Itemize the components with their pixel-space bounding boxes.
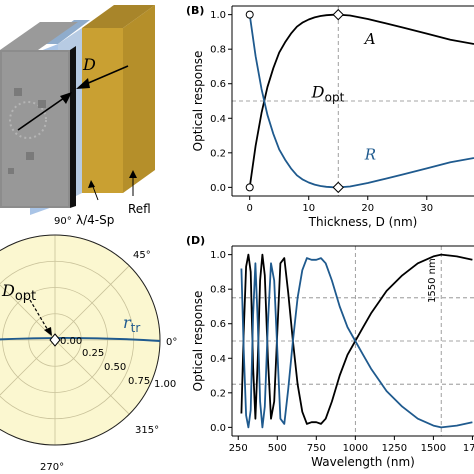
device-illustration: D λ/4-Sp Refl	[0, 5, 155, 227]
polar-dopt-marker	[49, 333, 61, 347]
thickness-arrow-right	[85, 65, 129, 85]
panel-label-d: (D)	[186, 234, 205, 247]
material-pattern-square	[26, 152, 34, 160]
x-tick-label: 750	[307, 443, 326, 454]
data-marker	[332, 8, 344, 21]
polar-plot: 90° 45° 0° 315° 270° 0.00 0.25 0.50 0.75…	[0, 216, 177, 473]
thickness-label: D	[82, 55, 96, 74]
data-marker	[245, 10, 254, 19]
wavelength-annotation: 1550 nm	[427, 258, 438, 303]
polar-angle-label: 90°	[54, 216, 72, 227]
polar-radial-label: 0.75	[128, 376, 150, 387]
y-tick-label: 0.4	[210, 354, 226, 365]
y-tick-label: 0.6	[210, 319, 226, 330]
x-axis-label: Wavelength (nm)	[311, 455, 415, 469]
thickness-arrow-left	[17, 97, 65, 131]
y-tick-label: 0.2	[210, 148, 226, 159]
series-line-1	[240, 257, 473, 429]
series-line-1	[248, 14, 474, 189]
spacer-label: λ/4-Sp	[76, 213, 114, 227]
polar-grid-spoke	[0, 284, 56, 341]
series-line-0	[240, 253, 473, 425]
arrowhead-icon	[60, 92, 72, 104]
dopt-annotation-sub: opt	[325, 91, 345, 105]
arrowhead-icon	[44, 327, 52, 336]
x-tick-label: 10	[302, 203, 315, 214]
reflector-side	[123, 5, 155, 193]
y-tick-label: 0.0	[210, 423, 226, 434]
x-tick-label: 0	[247, 203, 253, 214]
material-top	[0, 22, 78, 50]
y-axis-label: Optical response	[191, 291, 205, 392]
series-label-r: R	[364, 146, 376, 164]
reflector-front	[82, 28, 123, 193]
y-tick-label: 0.4	[210, 114, 226, 125]
x-tick-label: 175	[463, 443, 474, 454]
polar-dopt-arrow	[29, 299, 50, 333]
material-pattern-square	[8, 168, 14, 174]
arrowhead-icon	[129, 170, 137, 178]
y-tick-label: 0.6	[210, 79, 226, 90]
polar-angle-label: 315°	[135, 425, 159, 436]
y-tick-label: 1.0	[210, 250, 226, 261]
polar-radial-label: 1.00	[154, 379, 176, 390]
absorber-layer	[70, 46, 76, 208]
series-line-0	[248, 13, 474, 188]
polar-radial-label: 0.50	[104, 362, 126, 373]
arrowhead-icon	[88, 180, 95, 188]
y-tick-label: 0.8	[210, 285, 226, 296]
reflector-top	[82, 5, 155, 28]
x-axis-label: Thickness, D (nm)	[308, 215, 418, 229]
y-axis-label: Optical response	[191, 51, 205, 152]
polar-angle-label: 0°	[166, 337, 177, 348]
data-marker	[245, 183, 254, 192]
material-texture	[2, 52, 68, 206]
x-tick-label: 1250	[382, 443, 407, 454]
y-tick-label: 0.0	[210, 183, 226, 194]
polar-angle-label: 270°	[40, 462, 64, 473]
polar-grid-spoke	[0, 339, 56, 396]
polar-grid-spoke	[54, 265, 130, 341]
material-pattern-square	[14, 88, 22, 96]
polar-angle-label: 45°	[133, 250, 151, 261]
chart-wavelength: 0.0 0.2 0.4 0.6 0.8 1.0 250 500 750 1000 1250 1500 1…	[191, 245, 474, 469]
dopt-annotation: D	[311, 83, 325, 102]
y-tick-label: 1.0	[210, 10, 226, 21]
arrowhead-icon	[76, 78, 90, 89]
polar-rtr-label: rtr	[123, 313, 140, 335]
material-pattern-square	[38, 100, 46, 108]
data-marker	[332, 181, 344, 194]
reflector-label: Refl	[128, 202, 151, 216]
x-tick-label: 500	[268, 443, 287, 454]
y-tick-label: 0.8	[210, 45, 226, 56]
x-tick-label: 250	[229, 443, 248, 454]
polar-radial-label: 0.00	[60, 336, 82, 347]
series-label-a: A	[363, 30, 376, 48]
material-pattern-circle	[9, 101, 47, 139]
x-tick-label: 20	[361, 203, 374, 214]
x-tick-label: 1500	[421, 443, 446, 454]
y-tick-label: 0.2	[210, 388, 226, 399]
panel-label-b: (B)	[186, 4, 204, 17]
polar-radial-label: 0.25	[82, 348, 104, 359]
x-tick-label: 30	[420, 203, 433, 214]
x-tick-label: 1000	[343, 443, 368, 454]
polar-grid-spoke	[54, 339, 130, 415]
